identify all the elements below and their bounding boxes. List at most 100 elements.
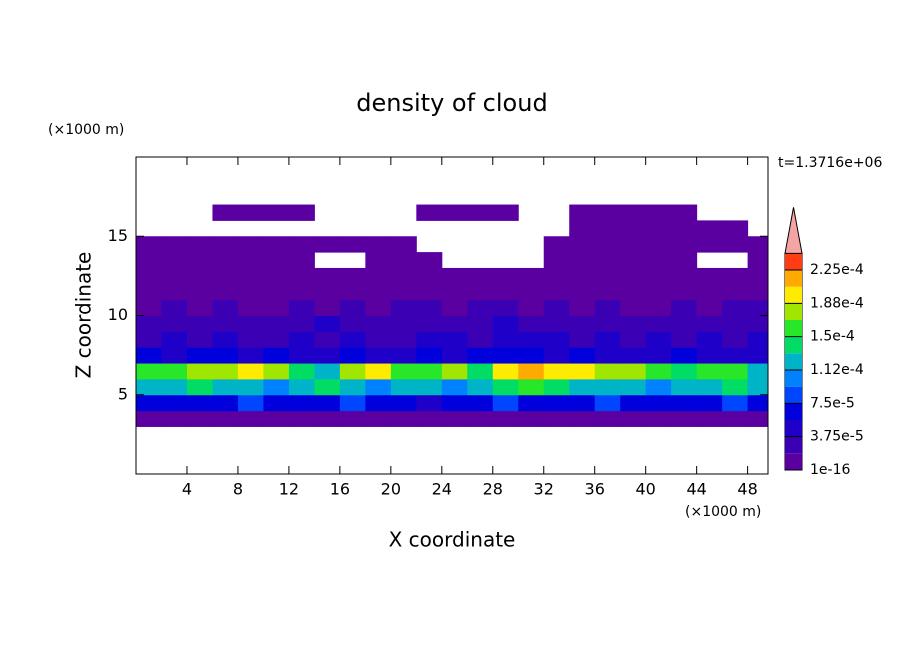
cell	[747, 331, 768, 348]
cell	[390, 236, 417, 253]
cell	[594, 283, 621, 301]
cell	[569, 283, 596, 301]
cell	[161, 315, 188, 332]
cell	[365, 394, 392, 412]
cell	[365, 252, 392, 269]
colorbar-tick-label: 3.75e-5	[810, 429, 864, 445]
cell	[518, 347, 545, 364]
cell	[263, 347, 290, 364]
cell	[136, 347, 162, 364]
cell	[645, 410, 672, 427]
cell	[365, 299, 392, 316]
cell	[645, 267, 672, 285]
cell	[136, 315, 162, 332]
cell	[543, 283, 570, 301]
cell	[671, 204, 698, 221]
cell	[288, 363, 315, 380]
cell	[339, 315, 366, 332]
cell	[263, 299, 290, 316]
cell	[288, 331, 315, 348]
colorbar-band	[785, 386, 802, 404]
cell	[161, 236, 188, 253]
cell	[237, 410, 264, 427]
cell	[722, 315, 749, 332]
cell	[237, 252, 264, 269]
cell	[237, 363, 264, 380]
cell	[288, 410, 315, 427]
cell	[518, 267, 545, 285]
cell	[569, 220, 596, 237]
colorbar-tick-label: 1e-16	[810, 462, 850, 478]
cell	[161, 363, 188, 380]
cell	[594, 347, 621, 364]
cell	[390, 347, 417, 364]
cell	[365, 315, 392, 332]
cell	[314, 394, 341, 412]
cell	[136, 283, 162, 301]
cell	[671, 347, 698, 364]
cell	[543, 347, 570, 364]
colorbar-tick-label: 1.12e-4	[810, 362, 864, 378]
cell	[212, 315, 239, 332]
cell	[136, 363, 162, 380]
cell	[671, 410, 698, 427]
cell	[569, 267, 596, 285]
cell	[212, 331, 239, 348]
cell	[594, 363, 621, 380]
cell	[747, 252, 768, 269]
cell	[288, 394, 315, 412]
colorbar-band	[785, 453, 802, 470]
cell	[441, 394, 468, 412]
cell	[543, 267, 570, 285]
cell	[543, 363, 570, 380]
cell	[620, 299, 647, 316]
cell	[747, 394, 768, 412]
cell	[237, 236, 264, 253]
cell	[288, 378, 315, 396]
cell	[645, 204, 672, 221]
cell	[645, 315, 672, 332]
cell	[747, 363, 768, 380]
cell	[161, 331, 188, 348]
cell	[136, 299, 162, 316]
cell	[441, 315, 468, 332]
cell	[467, 315, 494, 332]
cell	[390, 331, 417, 348]
cell	[620, 331, 647, 348]
cell	[467, 299, 494, 316]
cell	[518, 315, 545, 332]
cell	[263, 315, 290, 332]
cell	[186, 315, 213, 332]
contour-field	[136, 204, 768, 427]
x-tick-label: 8	[233, 480, 243, 499]
x-tick-label: 44	[686, 480, 706, 499]
cell	[288, 283, 315, 301]
cell	[186, 299, 213, 316]
cell	[288, 252, 315, 269]
cell	[186, 410, 213, 427]
cell	[543, 378, 570, 396]
cell	[696, 347, 723, 364]
x-tick-label: 12	[279, 480, 299, 499]
y-tick-label: 10	[108, 305, 128, 324]
cell	[212, 267, 239, 285]
cell	[288, 299, 315, 316]
cell	[186, 252, 213, 269]
cell	[620, 283, 647, 301]
cell	[136, 331, 162, 348]
cell	[722, 394, 749, 412]
cell	[390, 378, 417, 396]
cell	[543, 394, 570, 412]
cell	[416, 252, 443, 269]
cell	[339, 347, 366, 364]
cell	[136, 267, 162, 285]
cell	[237, 378, 264, 396]
cell	[314, 267, 341, 285]
cell	[416, 315, 443, 332]
colorbar-band	[785, 436, 802, 454]
colorbar-band	[785, 253, 802, 270]
cell	[492, 267, 519, 285]
cell	[339, 394, 366, 412]
cell	[492, 347, 519, 364]
cell	[594, 204, 621, 221]
